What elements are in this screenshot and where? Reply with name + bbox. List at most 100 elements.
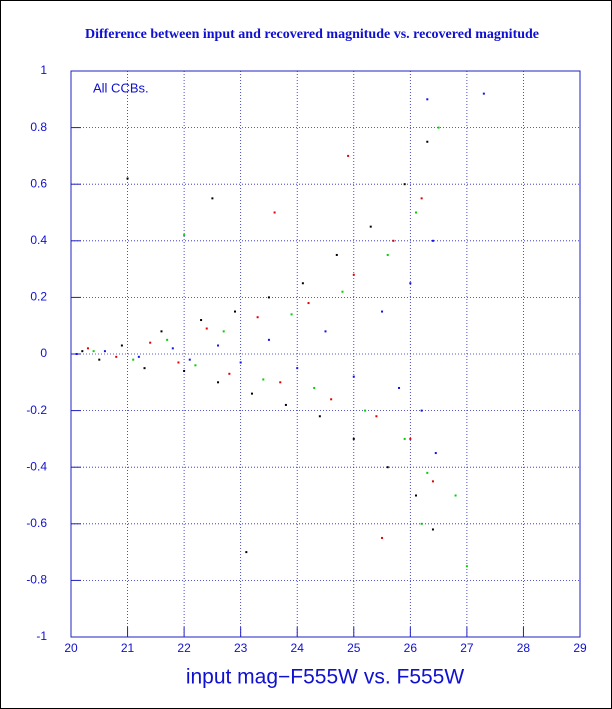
point bbox=[171, 347, 174, 350]
point bbox=[273, 211, 276, 214]
point bbox=[420, 409, 423, 412]
point bbox=[86, 347, 89, 350]
point bbox=[409, 437, 412, 440]
point bbox=[352, 273, 355, 276]
point bbox=[245, 551, 248, 554]
point bbox=[75, 353, 78, 355]
point bbox=[137, 355, 140, 358]
point bbox=[301, 282, 304, 285]
point bbox=[267, 338, 270, 341]
point bbox=[177, 361, 180, 364]
point bbox=[284, 403, 287, 406]
point bbox=[81, 350, 84, 353]
point bbox=[431, 528, 434, 531]
x-tick-label: 20 bbox=[64, 641, 78, 655]
point bbox=[313, 386, 316, 389]
point bbox=[414, 211, 417, 214]
point bbox=[386, 466, 389, 469]
point bbox=[149, 341, 152, 344]
point bbox=[381, 310, 384, 313]
point bbox=[126, 177, 129, 180]
x-tick-label: 28 bbox=[517, 641, 531, 655]
y-tick-label: -0.8 bbox=[26, 573, 47, 587]
point bbox=[239, 361, 242, 364]
x-tick-label: 24 bbox=[291, 641, 305, 655]
point bbox=[324, 330, 327, 333]
point bbox=[211, 197, 214, 200]
point bbox=[222, 330, 225, 333]
y-tick-label: -0.2 bbox=[26, 403, 47, 417]
point bbox=[392, 239, 395, 242]
point bbox=[403, 183, 406, 186]
point bbox=[375, 415, 378, 418]
point bbox=[267, 296, 270, 299]
point bbox=[426, 98, 429, 101]
point bbox=[234, 310, 237, 313]
point bbox=[166, 338, 169, 341]
y-tick-label: 0 bbox=[40, 346, 47, 360]
point bbox=[103, 350, 106, 353]
point bbox=[98, 358, 101, 361]
point bbox=[318, 415, 321, 418]
point bbox=[431, 239, 434, 242]
x-tick-label: 25 bbox=[347, 641, 361, 655]
point bbox=[454, 494, 457, 497]
point bbox=[290, 313, 293, 316]
point bbox=[330, 398, 333, 401]
point bbox=[431, 480, 434, 483]
chart-title: Difference between input and recovered m… bbox=[85, 27, 539, 42]
y-tick-label: 0.6 bbox=[30, 176, 47, 190]
point bbox=[352, 375, 355, 378]
point bbox=[296, 367, 299, 370]
point bbox=[386, 253, 389, 256]
y-tick-label: 0.2 bbox=[30, 290, 47, 304]
point bbox=[228, 372, 231, 375]
point bbox=[420, 522, 423, 525]
point bbox=[256, 316, 259, 319]
point bbox=[183, 234, 186, 237]
y-tick-label: -0.4 bbox=[26, 459, 47, 473]
x-tick-label: 26 bbox=[404, 641, 418, 655]
point bbox=[465, 565, 468, 568]
point bbox=[188, 358, 191, 361]
x-tick-label: 23 bbox=[234, 641, 248, 655]
point bbox=[420, 197, 423, 200]
x-axis-label: input mag−F555W vs. F555W bbox=[186, 666, 465, 689]
point bbox=[205, 327, 208, 330]
point bbox=[217, 381, 220, 384]
point bbox=[335, 253, 338, 256]
y-tick-label: -1 bbox=[36, 629, 47, 643]
x-tick-label: 27 bbox=[460, 641, 474, 655]
point bbox=[307, 302, 310, 305]
point bbox=[381, 536, 384, 539]
point bbox=[217, 344, 220, 347]
point bbox=[369, 225, 372, 228]
y-tick-label: 0.4 bbox=[30, 233, 47, 247]
x-tick-label: 21 bbox=[121, 641, 135, 655]
y-tick-label: -0.6 bbox=[26, 516, 47, 530]
point bbox=[398, 386, 401, 389]
point bbox=[183, 369, 186, 372]
point bbox=[262, 378, 265, 381]
x-tick-label: 22 bbox=[177, 641, 191, 655]
point bbox=[194, 364, 197, 367]
point bbox=[143, 367, 146, 370]
point bbox=[414, 494, 417, 497]
y-tick-label: 0.8 bbox=[30, 120, 47, 134]
point bbox=[341, 290, 344, 293]
y-tick-label: 1 bbox=[40, 63, 47, 77]
point bbox=[434, 452, 437, 455]
point bbox=[403, 437, 406, 440]
annotation: All CCBs. bbox=[93, 80, 149, 95]
point bbox=[352, 437, 355, 440]
point bbox=[347, 154, 350, 157]
point bbox=[482, 92, 485, 95]
point bbox=[279, 381, 282, 384]
point bbox=[200, 319, 203, 322]
point bbox=[115, 355, 118, 358]
point bbox=[426, 471, 429, 474]
point bbox=[92, 350, 95, 353]
point bbox=[364, 409, 367, 412]
